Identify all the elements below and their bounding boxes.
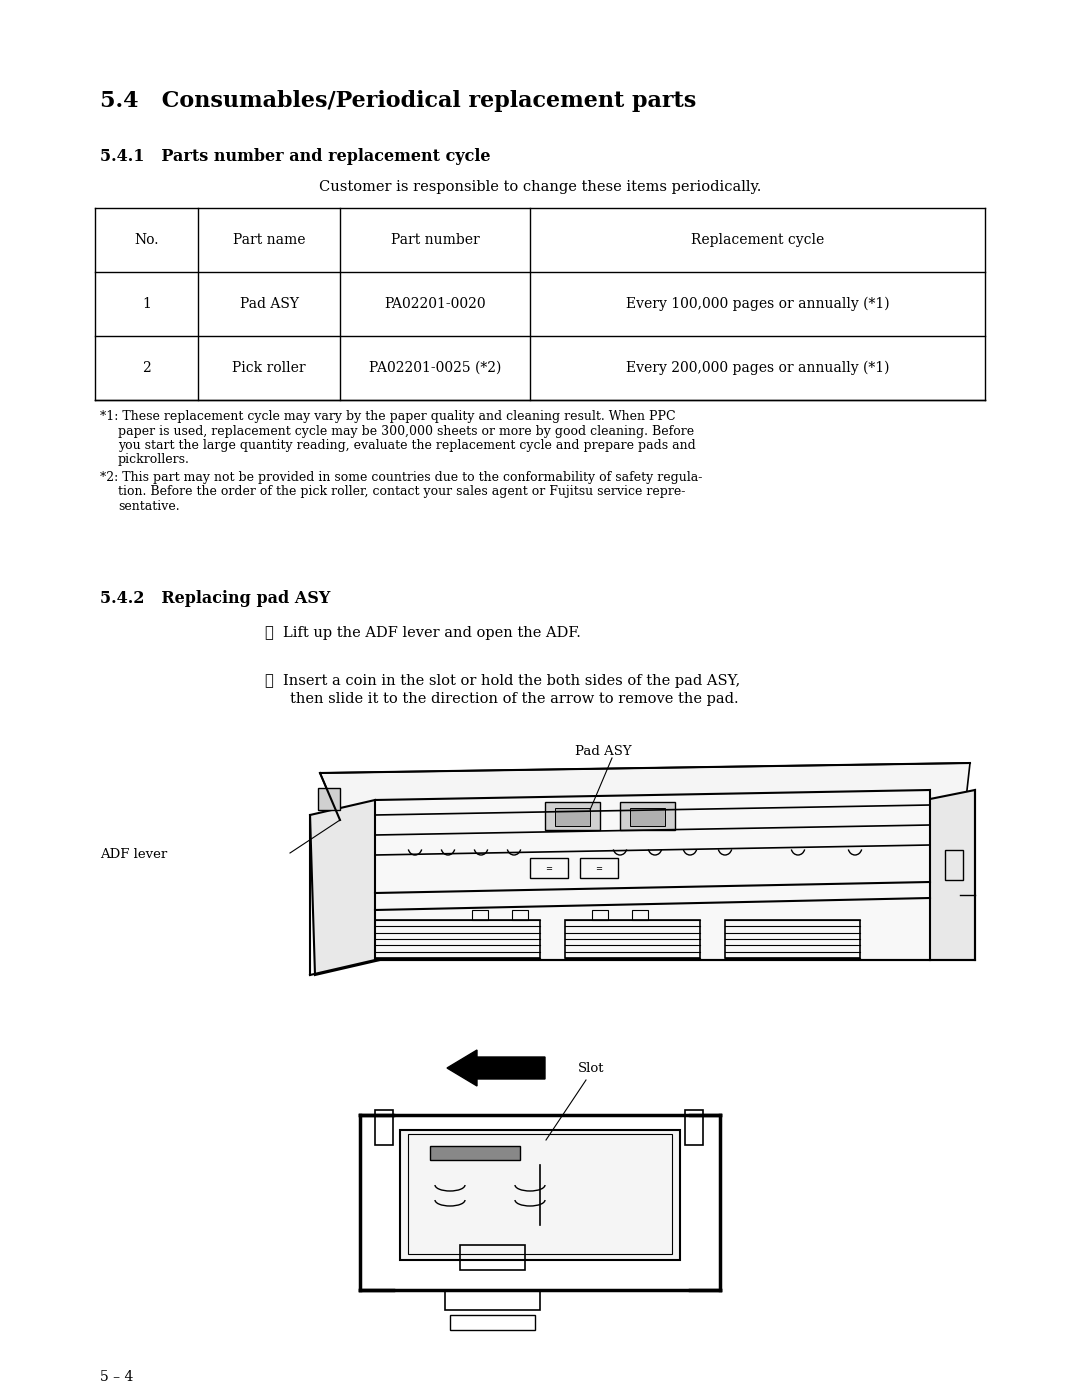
Text: Part name: Part name: [233, 233, 306, 247]
Bar: [580, 858, 618, 877]
Text: Every 100,000 pages or annually (*1): Every 100,000 pages or annually (*1): [625, 296, 889, 312]
Polygon shape: [924, 789, 975, 960]
Text: PA02201-0025 (*2): PA02201-0025 (*2): [368, 360, 501, 374]
Bar: [545, 802, 600, 830]
Bar: [530, 858, 568, 877]
Bar: [472, 909, 488, 921]
Text: Customer is responsible to change these items periodically.: Customer is responsible to change these …: [319, 180, 761, 194]
Text: ①  Lift up the ADF lever and open the ADF.: ① Lift up the ADF lever and open the ADF…: [265, 626, 581, 640]
Bar: [430, 1146, 519, 1160]
Bar: [400, 1130, 680, 1260]
Bar: [630, 807, 665, 826]
Text: Replacement cycle: Replacement cycle: [691, 233, 824, 247]
Bar: [632, 909, 648, 921]
Text: Every 200,000 pages or annually (*1): Every 200,000 pages or annually (*1): [625, 360, 889, 376]
Text: Pad ASY: Pad ASY: [575, 745, 632, 759]
Bar: [685, 1111, 703, 1146]
Bar: [592, 909, 608, 921]
Text: 5.4   Consumables/Periodical replacement parts: 5.4 Consumables/Periodical replacement p…: [100, 89, 697, 112]
Text: No.: No.: [134, 233, 159, 247]
Text: *1: These replacement cycle may vary by the paper quality and cleaning result. W: *1: These replacement cycle may vary by …: [100, 409, 676, 423]
Text: 2: 2: [143, 360, 151, 374]
Bar: [620, 802, 675, 830]
Bar: [450, 1315, 535, 1330]
Text: 5 – 4: 5 – 4: [100, 1370, 133, 1384]
Text: =: =: [545, 865, 553, 873]
Text: you start the large quantity reading, evaluate the replacement cycle and prepare: you start the large quantity reading, ev…: [118, 439, 696, 453]
Text: pickrollers.: pickrollers.: [118, 454, 190, 467]
Bar: [565, 921, 700, 958]
Polygon shape: [320, 763, 970, 820]
Text: PA02201-0020: PA02201-0020: [384, 298, 486, 312]
Text: sentative.: sentative.: [118, 500, 179, 513]
Bar: [318, 788, 340, 810]
Bar: [945, 849, 963, 880]
Text: then slide it to the direction of the arrow to remove the pad.: then slide it to the direction of the ar…: [291, 692, 739, 705]
Bar: [555, 807, 590, 826]
Text: Pick roller: Pick roller: [232, 360, 306, 374]
Bar: [460, 1245, 525, 1270]
Bar: [375, 921, 540, 958]
Text: 1: 1: [143, 298, 151, 312]
Text: tion. Before the order of the pick roller, contact your sales agent or Fujitsu s: tion. Before the order of the pick rolle…: [118, 486, 686, 499]
Bar: [512, 909, 528, 921]
Text: =: =: [595, 865, 603, 873]
Bar: [725, 921, 860, 958]
Polygon shape: [375, 789, 930, 960]
Text: ADF lever: ADF lever: [100, 848, 167, 861]
Bar: [445, 1289, 540, 1310]
Text: 5.4.2   Replacing pad ASY: 5.4.2 Replacing pad ASY: [100, 590, 330, 608]
Text: *2: This part may not be provided in some countries due to the conformability of: *2: This part may not be provided in som…: [100, 471, 702, 483]
Text: 5.4.1   Parts number and replacement cycle: 5.4.1 Parts number and replacement cycle: [100, 148, 490, 165]
Text: ②  Insert a coin in the slot or hold the both sides of the pad ASY,: ② Insert a coin in the slot or hold the …: [265, 673, 740, 687]
FancyArrow shape: [447, 1051, 545, 1085]
Text: Pad ASY: Pad ASY: [240, 298, 298, 312]
Bar: [375, 1111, 393, 1146]
Text: Part number: Part number: [391, 233, 480, 247]
Text: Slot: Slot: [578, 1062, 605, 1074]
Polygon shape: [310, 800, 380, 975]
Bar: [408, 1134, 672, 1255]
Text: paper is used, replacement cycle may be 300,000 sheets or more by good cleaning.: paper is used, replacement cycle may be …: [118, 425, 694, 437]
